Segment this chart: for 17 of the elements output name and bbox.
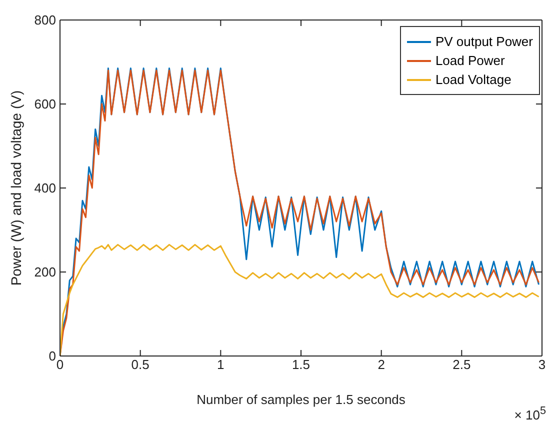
x-tick-label: 0.5 bbox=[131, 357, 150, 372]
y-axis-title: Power (W) and load voltage (V) bbox=[8, 90, 24, 286]
x-tick-label: 3 bbox=[538, 357, 546, 372]
text: × 10$^{5}$ bbox=[514, 404, 546, 422]
x-tick-label: 2.5 bbox=[452, 357, 471, 372]
line-series bbox=[60, 244, 540, 356]
y-tick-label: 400 bbox=[34, 180, 56, 196]
y-tick-label: 600 bbox=[34, 96, 56, 112]
x-tick-label: 1.5 bbox=[292, 357, 310, 372]
x-axis-title: Number of samples per 1.5 seconds bbox=[196, 392, 406, 407]
y-tick-label: 200 bbox=[34, 264, 56, 280]
x-tick-label: 2 bbox=[378, 357, 385, 372]
x-tick-label: 1 bbox=[217, 357, 224, 372]
legend-label: Load Voltage bbox=[435, 72, 512, 87]
legend-label: PV output Power bbox=[435, 34, 533, 49]
y-tick-label: 800 bbox=[34, 12, 56, 28]
legend-label: Load Power bbox=[435, 53, 505, 68]
